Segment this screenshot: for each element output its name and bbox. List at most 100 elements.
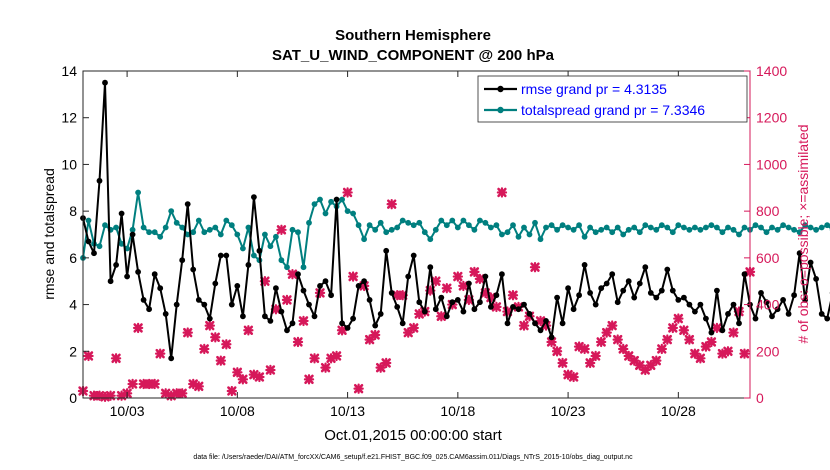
- obs-assimilated-point: [584, 357, 596, 369]
- right-y-axis-label: # of obs: o=possible; ×=assimilated: [795, 124, 811, 343]
- rmse-point: [493, 292, 500, 299]
- totalspread-point: [548, 222, 555, 229]
- totalspread-point: [405, 219, 412, 226]
- data-file-footer: data file: /Users/raeder/DAI/ATM_forcXX/…: [193, 454, 633, 461]
- rmse-point: [482, 273, 489, 280]
- rmse-point: [631, 294, 638, 301]
- rmse-point: [636, 280, 643, 287]
- rmse-point: [785, 311, 792, 317]
- chart-title-line1: Southern Hemisphere: [335, 27, 491, 44]
- rmse-point: [173, 301, 180, 308]
- totalspread-point: [96, 243, 103, 250]
- totalspread-point: [647, 224, 654, 231]
- rmse-point: [603, 280, 610, 287]
- rmse-point: [328, 292, 334, 299]
- totalspread-point: [140, 224, 147, 231]
- rmse-point: [499, 271, 505, 278]
- totalspread-point: [592, 229, 599, 236]
- obs-assimilated-point: [369, 329, 381, 341]
- rmse-point: [339, 320, 345, 327]
- rmse-point: [548, 334, 555, 341]
- totalspread-point: [681, 224, 687, 231]
- rmse-point: [686, 301, 693, 308]
- legend-totalspread-marker: [497, 106, 504, 114]
- totalspread-point: [504, 229, 511, 236]
- obs-assimilated-point: [237, 374, 249, 385]
- rmse-point: [543, 318, 549, 324]
- obs-assimilated-point: [436, 311, 447, 322]
- rmse-point: [730, 301, 737, 308]
- legend-rmse-marker: [497, 85, 504, 93]
- rmse-point: [774, 306, 781, 313]
- obs-assimilated-point: [430, 276, 441, 287]
- rmse-point: [449, 299, 456, 306]
- totalspread-point: [228, 222, 235, 229]
- totalspread-point: [240, 245, 246, 252]
- totalspread-point: [559, 222, 566, 229]
- rmse-point: [510, 304, 516, 310]
- right-y-tick-label: 600: [756, 250, 780, 266]
- obs-assimilated-point: [607, 320, 618, 331]
- obs-assimilated-point: [221, 339, 232, 350]
- totalspread-point: [421, 229, 428, 236]
- rmse-point: [317, 283, 323, 289]
- totalspread-point: [763, 229, 770, 236]
- rmse-point: [725, 311, 731, 317]
- rmse-point: [647, 290, 654, 296]
- rmse-point: [195, 297, 202, 303]
- obs-assimilated-point: [579, 343, 590, 355]
- obs-assimilated-point: [193, 381, 204, 392]
- totalspread-point: [774, 226, 781, 233]
- legend-box: [477, 75, 748, 123]
- rmse-line: [82, 81, 830, 360]
- totalspread-point: [807, 224, 814, 231]
- obs-assimilated-point: [149, 378, 160, 390]
- obs-assimilated-point: [287, 269, 298, 280]
- obs-assimilated-point: [474, 273, 486, 285]
- rmse-point: [129, 231, 136, 238]
- rmse-point: [394, 304, 401, 310]
- rmse-point: [85, 238, 92, 245]
- rmse-point: [642, 264, 649, 271]
- obs-assimilated-point: [507, 290, 519, 301]
- totalspread-point: [317, 196, 323, 203]
- rmse-point: [284, 327, 290, 334]
- left-y-tick-label: 0: [69, 390, 77, 406]
- rmse-point: [504, 320, 511, 327]
- totalspread-point: [355, 222, 362, 229]
- totalspread-point: [372, 226, 379, 233]
- rmse-point: [278, 308, 285, 315]
- rmse-point: [377, 311, 384, 317]
- legend-rmse-label: rmse grand pr = 4.3135: [521, 81, 667, 97]
- totalspread-point: [454, 224, 461, 231]
- rmse-point: [416, 299, 423, 306]
- x-tick-label: 10/23: [551, 403, 586, 419]
- totalspread-point: [554, 226, 560, 233]
- totalspread-point: [752, 222, 759, 229]
- obs-assimilated-point: [83, 350, 94, 362]
- rmse-point: [675, 297, 682, 303]
- obs-assimilated-point: [711, 322, 723, 334]
- totalspread-point: [383, 229, 390, 236]
- rmse-point: [598, 285, 605, 292]
- rmse-point: [769, 313, 775, 320]
- rmse-point: [471, 306, 478, 313]
- totalspread-point: [234, 231, 241, 238]
- totalspread-point: [245, 224, 252, 231]
- obs-assimilated-point: [110, 353, 122, 364]
- obs-assimilated-point: [204, 320, 215, 331]
- rmse-point: [251, 194, 257, 201]
- rmse-point: [736, 320, 742, 327]
- rmse-point: [256, 247, 263, 254]
- obs-assimilated-point: [722, 346, 734, 357]
- left-y-tick-label: 10: [61, 156, 77, 172]
- totalspread-point: [609, 229, 616, 236]
- rmse-point: [466, 280, 472, 287]
- totalspread-point: [427, 236, 434, 243]
- totalspread-point: [658, 222, 665, 229]
- totalspread-point: [565, 224, 571, 231]
- rmse-point: [570, 306, 577, 313]
- totalspread-point: [653, 226, 660, 233]
- obs-assimilated-point: [618, 343, 629, 355]
- obs-assimilated-point: [386, 198, 397, 210]
